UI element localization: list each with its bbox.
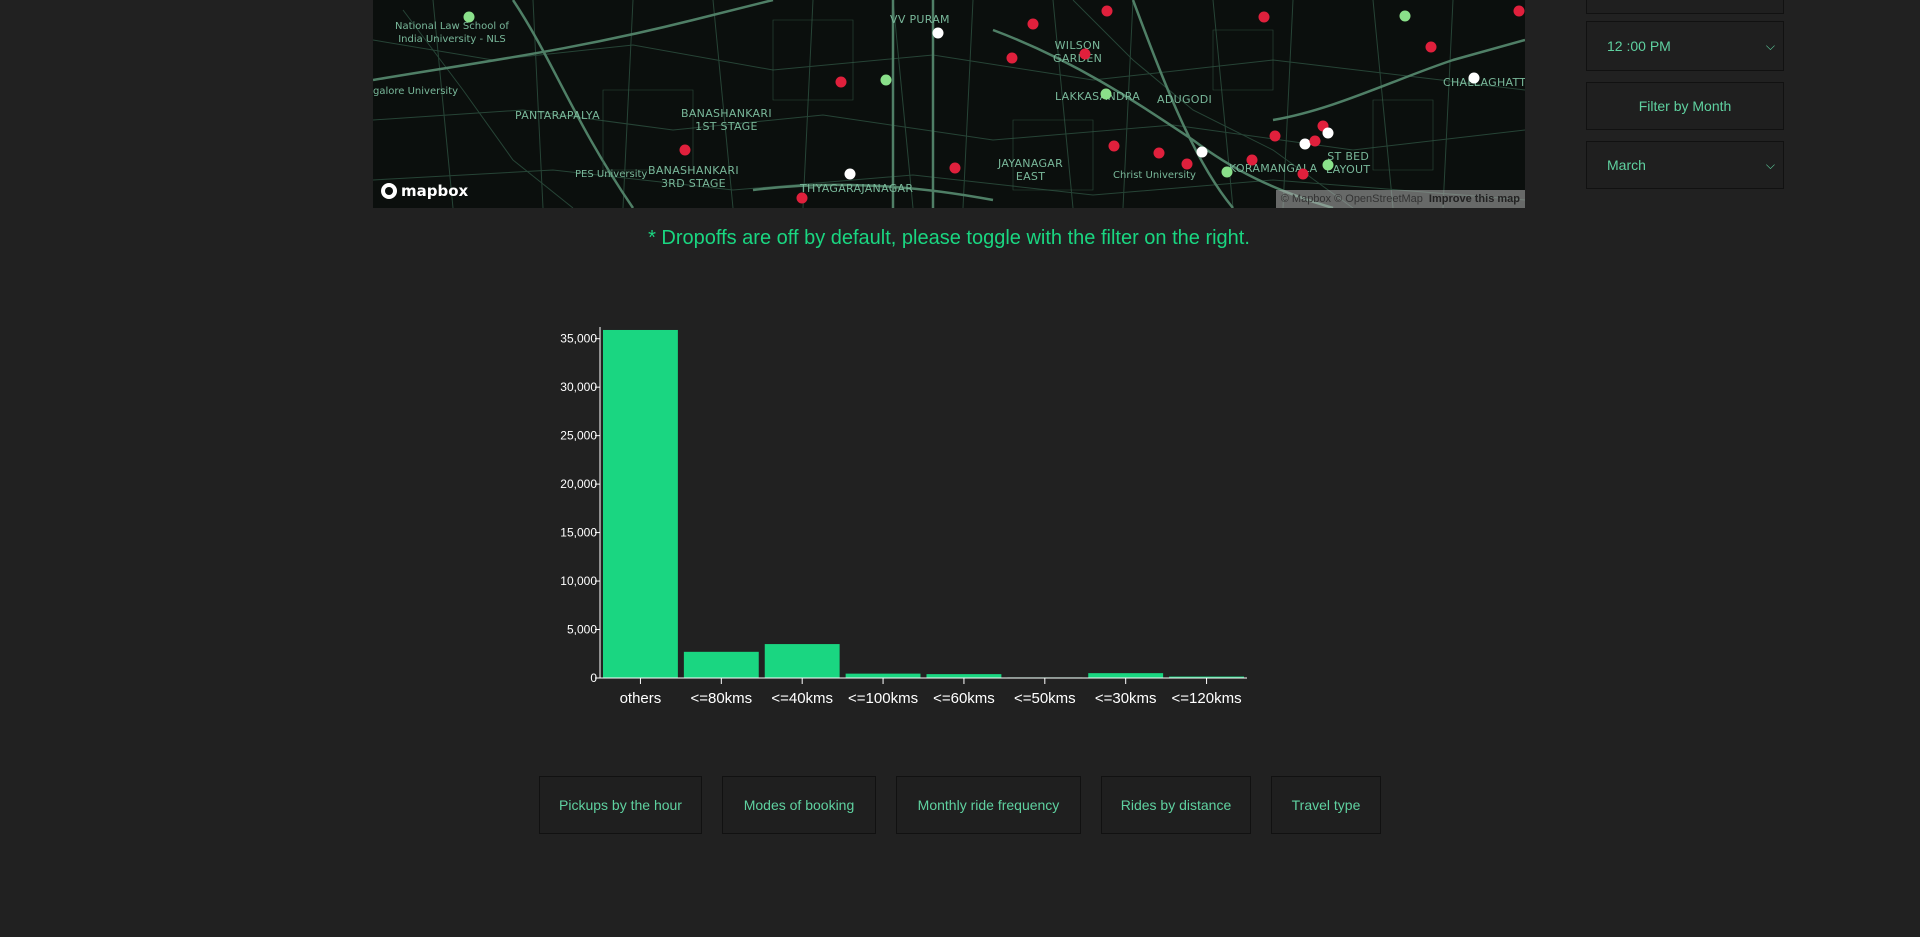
month-select-value: March: [1607, 157, 1646, 173]
mapbox-logo-text: mapbox: [401, 182, 469, 200]
bar-<=80kms[interactable]: [683, 651, 759, 678]
bar-<=120kms[interactable]: [1169, 676, 1244, 678]
y-tick-label: 25,000: [560, 429, 597, 443]
map-marker[interactable]: [1006, 52, 1018, 64]
map-marker[interactable]: [463, 11, 475, 23]
map-label: PES University: [575, 169, 648, 180]
map-marker[interactable]: [796, 192, 808, 204]
map-marker[interactable]: [679, 144, 691, 156]
map-marker[interactable]: [1322, 159, 1334, 171]
map-marker[interactable]: [1317, 120, 1329, 132]
map-marker[interactable]: [1027, 18, 1039, 30]
map-marker[interactable]: [1079, 48, 1091, 60]
map-marker[interactable]: [1399, 10, 1411, 22]
improve-map-link[interactable]: Improve this map: [1428, 193, 1520, 205]
bar-<=30kms[interactable]: [1088, 673, 1164, 678]
y-tick-label: 35,000: [560, 332, 597, 346]
tab-monthly-ride-frequency[interactable]: Monthly ride frequency: [896, 776, 1081, 834]
x-tick-label: <=80kms: [690, 690, 752, 707]
map-marker[interactable]: [1246, 154, 1258, 166]
map-label: galore University: [373, 86, 459, 97]
month-select[interactable]: March ⌵: [1586, 141, 1784, 189]
map-marker[interactable]: [844, 168, 856, 180]
tab-travel-type[interactable]: Travel type: [1271, 776, 1381, 834]
y-tick-label: 0: [590, 671, 597, 685]
bar-<=40kms[interactable]: [764, 644, 840, 678]
filter-by-month-label: Filter by Month: [1638, 98, 1732, 114]
tab-modes-of-booking[interactable]: Modes of booking: [722, 776, 876, 834]
map-label: VV PURAM: [890, 13, 950, 26]
map-marker[interactable]: [949, 162, 961, 174]
map-label: THYAGARAJANAGAR: [800, 182, 914, 195]
sidebar-top-box[interactable]: [1586, 0, 1784, 14]
city-map[interactable]: National Law School of India University …: [373, 0, 1525, 208]
y-tick-label: 15,000: [560, 526, 597, 540]
x-axis: others <=80kms <=40kms <=100kms <=60kms <=50k…: [600, 677, 1247, 707]
x-tick-label: others: [620, 690, 662, 707]
time-select[interactable]: 12 :00 PM ⌵: [1586, 21, 1784, 71]
map-label: BANASHANKARI 3RD STAGE: [648, 164, 739, 190]
map-marker[interactable]: [1101, 5, 1113, 17]
map-roads: [373, 0, 1525, 208]
y-tick-label: 30,000: [560, 380, 597, 394]
map-marker[interactable]: [1100, 88, 1112, 100]
tab-rides-by-distance[interactable]: Rides by distance: [1101, 776, 1251, 834]
map-marker[interactable]: [1322, 127, 1334, 139]
map-marker[interactable]: [1221, 166, 1233, 178]
map-marker[interactable]: [880, 74, 892, 86]
chevron-down-icon: ⌵: [1765, 157, 1775, 172]
bar-<=100kms[interactable]: [845, 673, 921, 678]
map-label: PANTARAPALYA: [515, 109, 600, 122]
bar-group: [603, 329, 1244, 678]
map-attribution: © Mapbox © OpenStreetMap Improve this ma…: [1275, 190, 1525, 208]
x-tick-label: <=30kms: [1095, 690, 1157, 707]
map-label: CHALLAGHATT: [1443, 76, 1525, 89]
map-marker[interactable]: [1513, 5, 1525, 17]
attribution-link[interactable]: © Mapbox © OpenStreetMap: [1280, 193, 1423, 205]
map-marker[interactable]: [1258, 11, 1270, 23]
tab-pickups-by-hour[interactable]: Pickups by the hour: [539, 776, 702, 834]
chevron-down-icon: ⌵: [1765, 38, 1775, 53]
x-tick-label: <=120kms: [1172, 690, 1242, 707]
map-marker[interactable]: [1309, 135, 1321, 147]
map-label: LAKKASANDRA: [1055, 90, 1141, 103]
y-tick-label: 10,000: [560, 574, 597, 588]
map-label: ADUGODI: [1157, 93, 1213, 106]
y-axis: 0 5,000 10,000 15,000 20,000 25,000 30,000 35,0…: [560, 327, 601, 685]
map-marker[interactable]: [1299, 138, 1311, 150]
x-tick-label: <=50kms: [1014, 690, 1076, 707]
x-tick-label: <=60kms: [933, 690, 995, 707]
map-marker[interactable]: [835, 76, 847, 88]
map-marker[interactable]: [1108, 140, 1120, 152]
map-marker[interactable]: [1196, 146, 1208, 158]
map-label: Christ University: [1113, 170, 1196, 181]
map-marker[interactable]: [1181, 158, 1193, 170]
time-select-value: 12 :00 PM: [1607, 38, 1671, 54]
map-marker[interactable]: [932, 27, 944, 39]
bar-others[interactable]: [603, 329, 678, 678]
map-marker[interactable]: [1468, 72, 1480, 84]
map-marker[interactable]: [1297, 168, 1309, 180]
map-label: National Law School of India University …: [395, 21, 509, 45]
map-marker[interactable]: [1153, 147, 1165, 159]
mapbox-logo-icon: [381, 183, 397, 199]
map-marker[interactable]: [1269, 130, 1281, 142]
map-label: JAYANAGAR EAST: [998, 157, 1064, 183]
mapbox-logo[interactable]: mapbox: [381, 182, 468, 200]
x-tick-label: <=40kms: [771, 690, 833, 707]
y-tick-label: 5,000: [567, 623, 597, 637]
map-label: BANASHANKARI 1ST STAGE: [681, 107, 772, 133]
dropoff-notice: * Dropoffs are off by default, please to…: [648, 227, 1250, 249]
y-tick-label: 20,000: [560, 477, 597, 491]
map-marker[interactable]: [1425, 41, 1437, 53]
bar-<=60kms[interactable]: [926, 674, 1002, 678]
x-tick-label: <=100kms: [848, 690, 918, 707]
filter-by-month-button[interactable]: Filter by Month: [1586, 82, 1784, 130]
